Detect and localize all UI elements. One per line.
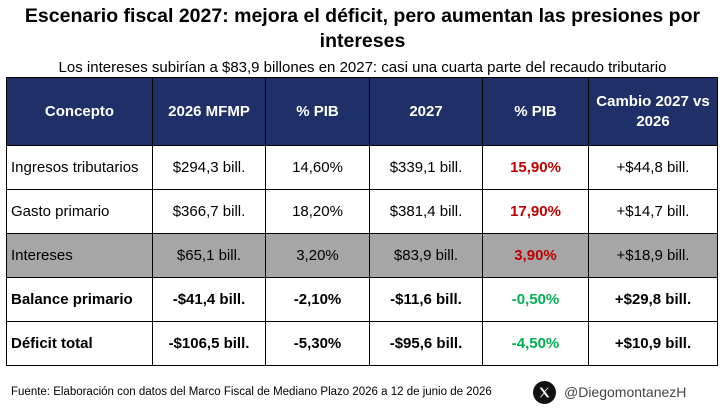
cell-2026: $294,3 bill.: [152, 145, 266, 190]
cell-pib-2027: 3,90%: [482, 233, 589, 278]
fiscal-table: Concepto 2026 MFMP % PIB 2027 % PIB Camb…: [6, 77, 718, 366]
title-line-1: Escenario fiscal 2027: mejora el déficit…: [24, 5, 701, 27]
cell-pib-2027: -0,50%: [482, 277, 589, 322]
cell-2026: -$41,4 bill.: [152, 277, 266, 322]
table-row: Gasto primario $366,7 bill. 18,20% $381,…: [6, 189, 718, 234]
cell-concepto: Balance primario: [6, 277, 153, 322]
page-title: Escenario fiscal 2027: mejora el déficit…: [0, 4, 725, 54]
author-handle: @DiegomontanezH: [564, 384, 687, 400]
table-row: Déficit total -$106,5 bill. -5,30% -$95,…: [6, 321, 718, 366]
table-row: Ingresos tributarios $294,3 bill. 14,60%…: [6, 145, 718, 190]
cell-concepto: Gasto primario: [6, 189, 153, 234]
header-2027: 2027: [369, 77, 483, 146]
cell-cambio: +$18,9 bill.: [588, 233, 718, 278]
cell-pib-2026: -5,30%: [265, 321, 370, 366]
table-row: Balance primario -$41,4 bill. -2,10% -$1…: [6, 277, 718, 322]
cell-2026: -$106,5 bill.: [152, 321, 266, 366]
header-pib-2027: % PIB: [482, 77, 589, 146]
cell-concepto: Ingresos tributarios: [6, 145, 153, 190]
cell-pib-2026: 3,20%: [265, 233, 370, 278]
table-row-highlighted: Intereses $65,1 bill. 3,20% $83,9 bill. …: [6, 233, 718, 278]
header-concepto: Concepto: [6, 77, 153, 146]
cell-2026: $65,1 bill.: [152, 233, 266, 278]
cell-pib-2026: -2,10%: [265, 277, 370, 322]
cell-concepto: Intereses: [6, 233, 153, 278]
cell-pib-2026: 14,60%: [265, 145, 370, 190]
header-cambio: Cambio 2027 vs 2026: [588, 77, 718, 146]
cell-cambio: +$29,8 bill.: [588, 277, 718, 322]
cell-2027: $339,1 bill.: [369, 145, 483, 190]
source-note: Fuente: Elaboración con datos del Marco …: [11, 386, 492, 398]
x-logo-icon: [533, 380, 556, 404]
subtitle: Los intereses subirían a $83,9 billones …: [58, 59, 667, 76]
cell-2027: -$11,6 bill.: [369, 277, 483, 322]
cell-pib-2027: -4,50%: [482, 321, 589, 366]
author-credit: @DiegomontanezH: [533, 380, 686, 404]
table-header-row: Concepto 2026 MFMP % PIB 2027 % PIB Camb…: [6, 77, 718, 146]
cell-cambio: +$44,8 bill.: [588, 145, 718, 190]
cell-cambio: +$14,7 bill.: [588, 189, 718, 234]
cell-2027: $83,9 bill.: [369, 233, 483, 278]
cell-cambio: +$10,9 bill.: [588, 321, 718, 366]
cell-pib-2027: 17,90%: [482, 189, 589, 234]
cell-pib-2026: 18,20%: [265, 189, 370, 234]
title-line-2: intereses: [319, 30, 406, 52]
cell-pib-2027: 15,90%: [482, 145, 589, 190]
cell-2027: -$95,6 bill.: [369, 321, 483, 366]
header-pib-2026: % PIB: [265, 77, 370, 146]
cell-2026: $366,7 bill.: [152, 189, 266, 234]
cell-concepto: Déficit total: [6, 321, 153, 366]
cell-2027: $381,4 bill.: [369, 189, 483, 234]
header-2026-mfmp: 2026 MFMP: [152, 77, 266, 146]
